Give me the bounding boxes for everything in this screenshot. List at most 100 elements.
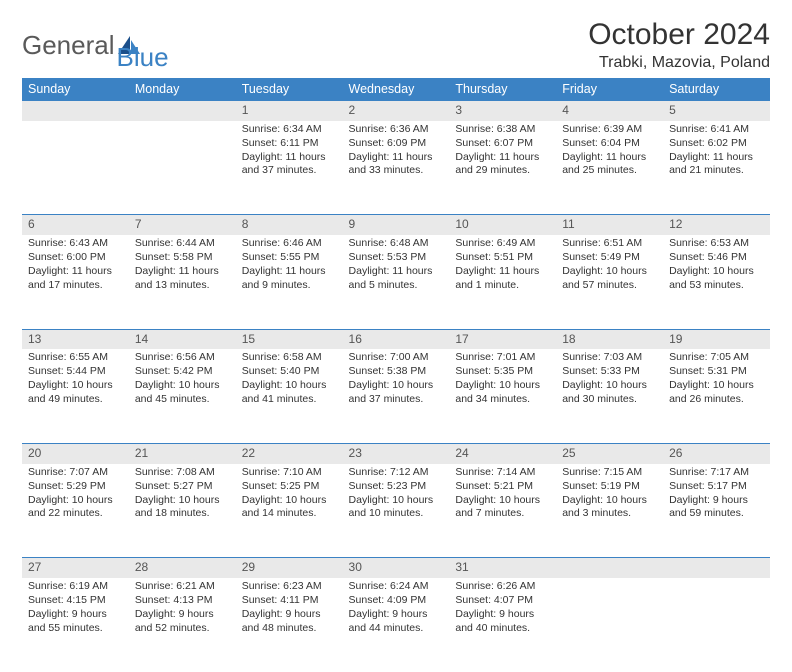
sunrise-text: Sunrise: 6:44 AM (135, 237, 230, 251)
sunrise-text: Sunrise: 6:46 AM (242, 237, 337, 251)
day-number-cell: 7 (129, 215, 236, 235)
sunset-text: Sunset: 5:31 PM (669, 365, 764, 379)
weekday-header: Sunday (22, 78, 129, 101)
day-cell: Sunrise: 6:56 AMSunset: 5:42 PMDaylight:… (129, 349, 236, 443)
day-cell: Sunrise: 7:15 AMSunset: 5:19 PMDaylight:… (556, 464, 663, 558)
day-number-cell: 2 (343, 101, 450, 121)
logo-text-general: General (22, 30, 115, 61)
day-number-cell: 14 (129, 329, 236, 349)
day-number: 5 (663, 101, 770, 121)
daylight-text: Daylight: 9 hours and 52 minutes. (135, 608, 230, 636)
sunset-text: Sunset: 6:09 PM (349, 137, 444, 151)
day-number-cell (129, 101, 236, 121)
sunset-text: Sunset: 5:51 PM (455, 251, 550, 265)
daylight-text: Daylight: 10 hours and 49 minutes. (28, 379, 123, 407)
day-number-cell: 22 (236, 443, 343, 463)
day-number: 3 (449, 101, 556, 121)
day-number-cell: 25 (556, 443, 663, 463)
sunset-text: Sunset: 5:44 PM (28, 365, 123, 379)
sunrise-text: Sunrise: 6:48 AM (349, 237, 444, 251)
daylight-text: Daylight: 9 hours and 44 minutes. (349, 608, 444, 636)
day-number-cell: 3 (449, 101, 556, 121)
day-number-cell: 12 (663, 215, 770, 235)
day-number: 29 (236, 558, 343, 578)
day-cell: Sunrise: 6:26 AMSunset: 4:07 PMDaylight:… (449, 578, 556, 672)
day-number-cell: 31 (449, 558, 556, 578)
day-number: 20 (22, 444, 129, 464)
daylight-text: Daylight: 9 hours and 59 minutes. (669, 494, 764, 522)
sunset-text: Sunset: 5:42 PM (135, 365, 230, 379)
sunset-text: Sunset: 5:27 PM (135, 480, 230, 494)
day-cell: Sunrise: 7:17 AMSunset: 5:17 PMDaylight:… (663, 464, 770, 558)
weekday-header: Friday (556, 78, 663, 101)
daylight-text: Daylight: 10 hours and 14 minutes. (242, 494, 337, 522)
day-number: 9 (343, 215, 450, 235)
day-cell: Sunrise: 6:36 AMSunset: 6:09 PMDaylight:… (343, 121, 450, 215)
weekday-header: Wednesday (343, 78, 450, 101)
weekday-header: Monday (129, 78, 236, 101)
location: Trabki, Mazovia, Poland (588, 54, 770, 72)
daylight-text: Daylight: 10 hours and 53 minutes. (669, 265, 764, 293)
day-cell: Sunrise: 7:05 AMSunset: 5:31 PMDaylight:… (663, 349, 770, 443)
daynum-row: 20212223242526 (22, 443, 770, 463)
day-cell (663, 578, 770, 672)
logo: General Blue (22, 18, 169, 73)
daylight-text: Daylight: 10 hours and 7 minutes. (455, 494, 550, 522)
sunset-text: Sunset: 6:11 PM (242, 137, 337, 151)
weekday-header: Tuesday (236, 78, 343, 101)
day-cell: Sunrise: 7:01 AMSunset: 5:35 PMDaylight:… (449, 349, 556, 443)
day-cell: Sunrise: 6:19 AMSunset: 4:15 PMDaylight:… (22, 578, 129, 672)
day-number: 2 (343, 101, 450, 121)
sunrise-text: Sunrise: 7:00 AM (349, 351, 444, 365)
sunrise-text: Sunrise: 6:24 AM (349, 580, 444, 594)
day-number-cell: 16 (343, 329, 450, 349)
day-number: 14 (129, 330, 236, 350)
day-number: 19 (663, 330, 770, 350)
sunrise-text: Sunrise: 6:56 AM (135, 351, 230, 365)
daylight-text: Daylight: 10 hours and 45 minutes. (135, 379, 230, 407)
daylight-text: Daylight: 11 hours and 9 minutes. (242, 265, 337, 293)
day-cell (556, 578, 663, 672)
sunset-text: Sunset: 5:40 PM (242, 365, 337, 379)
day-number-cell: 27 (22, 558, 129, 578)
sunrise-text: Sunrise: 7:05 AM (669, 351, 764, 365)
day-cell: Sunrise: 6:39 AMSunset: 6:04 PMDaylight:… (556, 121, 663, 215)
day-cell: Sunrise: 7:07 AMSunset: 5:29 PMDaylight:… (22, 464, 129, 558)
daylight-text: Daylight: 9 hours and 55 minutes. (28, 608, 123, 636)
calendar-body: 12345Sunrise: 6:34 AMSunset: 6:11 PMDayl… (22, 101, 770, 672)
day-cell: Sunrise: 6:43 AMSunset: 6:00 PMDaylight:… (22, 235, 129, 329)
day-number-cell: 11 (556, 215, 663, 235)
sunrise-text: Sunrise: 7:01 AM (455, 351, 550, 365)
day-cell: Sunrise: 6:23 AMSunset: 4:11 PMDaylight:… (236, 578, 343, 672)
sunset-text: Sunset: 4:07 PM (455, 594, 550, 608)
day-cell (129, 121, 236, 215)
daylight-text: Daylight: 10 hours and 37 minutes. (349, 379, 444, 407)
daylight-text: Daylight: 10 hours and 41 minutes. (242, 379, 337, 407)
day-number: 16 (343, 330, 450, 350)
daylight-text: Daylight: 10 hours and 26 minutes. (669, 379, 764, 407)
daylight-text: Daylight: 10 hours and 30 minutes. (562, 379, 657, 407)
daynum-row: 12345 (22, 101, 770, 121)
sunset-text: Sunset: 6:02 PM (669, 137, 764, 151)
day-number-cell: 28 (129, 558, 236, 578)
logo-text-blue: Blue (117, 42, 169, 73)
daylight-text: Daylight: 11 hours and 17 minutes. (28, 265, 123, 293)
day-number-cell: 21 (129, 443, 236, 463)
sunset-text: Sunset: 5:35 PM (455, 365, 550, 379)
sunrise-text: Sunrise: 6:21 AM (135, 580, 230, 594)
day-cell: Sunrise: 6:53 AMSunset: 5:46 PMDaylight:… (663, 235, 770, 329)
daylight-text: Daylight: 11 hours and 1 minute. (455, 265, 550, 293)
day-cell: Sunrise: 6:46 AMSunset: 5:55 PMDaylight:… (236, 235, 343, 329)
day-number: 15 (236, 330, 343, 350)
day-number: 4 (556, 101, 663, 121)
day-cell: Sunrise: 6:41 AMSunset: 6:02 PMDaylight:… (663, 121, 770, 215)
sunset-text: Sunset: 5:25 PM (242, 480, 337, 494)
sunset-text: Sunset: 5:17 PM (669, 480, 764, 494)
sunset-text: Sunset: 5:23 PM (349, 480, 444, 494)
day-number-cell: 9 (343, 215, 450, 235)
sunrise-text: Sunrise: 6:55 AM (28, 351, 123, 365)
day-number: 26 (663, 444, 770, 464)
month-title: October 2024 (588, 18, 770, 52)
day-cell: Sunrise: 6:58 AMSunset: 5:40 PMDaylight:… (236, 349, 343, 443)
day-number-cell (22, 101, 129, 121)
